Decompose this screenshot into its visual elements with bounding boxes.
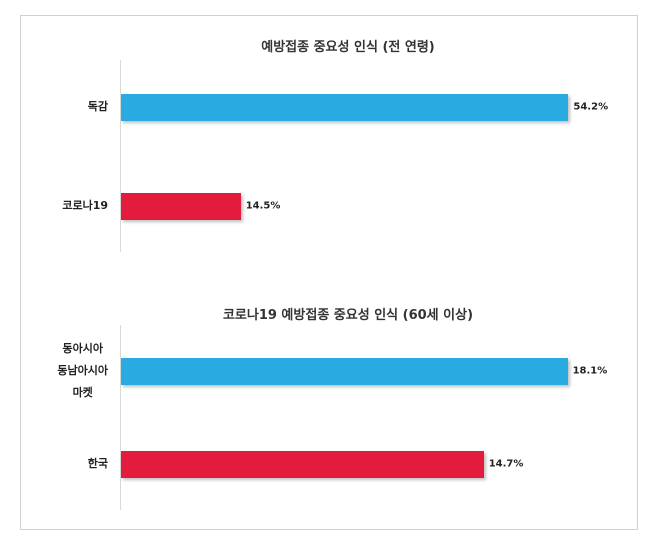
axis-line [120, 325, 121, 510]
value-label: 18.1% [572, 365, 608, 377]
bar [121, 357, 568, 385]
category-label: 독감 [87, 100, 108, 113]
category-label: 동아시아 동남아시아 마켓 [57, 342, 108, 399]
value-label: 14.5% [245, 200, 281, 212]
value-label: 54.2% [573, 101, 609, 113]
category-label: 코로나19 [62, 199, 108, 212]
chart-frame [20, 15, 638, 530]
bar [121, 93, 569, 121]
bar [121, 192, 241, 220]
category-label: 한국 [87, 457, 108, 470]
bar [121, 450, 484, 478]
chart-title: 예방접종 중요성 인식 (전 연령) [261, 40, 435, 55]
value-label: 14.7% [488, 458, 524, 470]
axis-line [120, 60, 121, 252]
chart-title: 코로나19 예방접종 중요성 인식 (60세 이상) [222, 308, 474, 323]
